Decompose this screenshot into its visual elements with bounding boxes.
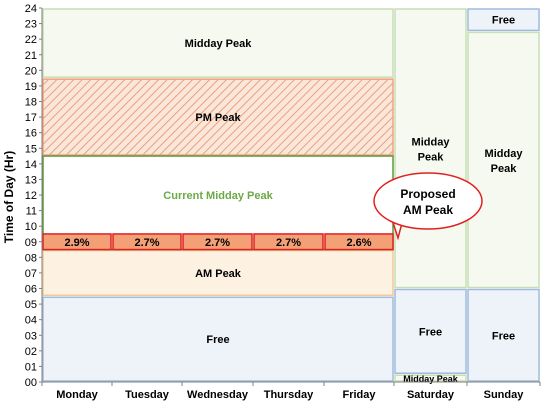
callout-line-1: Proposed xyxy=(400,187,455,201)
block-label-sunday-free-low: Free xyxy=(492,330,515,342)
block-weekday-free xyxy=(42,296,394,382)
y-tick-label: 22 xyxy=(25,34,37,46)
x-tick-label: Thursday xyxy=(264,389,314,401)
x-tick-label: Friday xyxy=(342,389,376,401)
block-label-weekday-am-peak: AM Peak xyxy=(195,268,242,280)
proposed-am-cell xyxy=(42,233,112,251)
block-saturday-midday-small xyxy=(394,374,467,382)
proposed-am-cell xyxy=(253,233,324,251)
block-sunday-free-high xyxy=(467,8,540,32)
y-tick-label: 14 xyxy=(25,159,37,171)
x-tick-label: Wednesday xyxy=(187,389,249,401)
y-tick-label: 03 xyxy=(25,330,37,342)
y-tick-label: 15 xyxy=(25,143,37,155)
block-label-weekday-free: Free xyxy=(206,334,229,346)
y-tick-label: 02 xyxy=(25,346,37,358)
y-tick-label: 13 xyxy=(25,174,37,186)
block-label-saturday-free: Free xyxy=(419,326,442,338)
y-tick-label: 24 xyxy=(25,3,37,15)
block-label-sunday-midday-peak: Midday Peak xyxy=(485,148,524,175)
y-tick-label: 08 xyxy=(25,252,37,264)
y-tick-label: 12 xyxy=(25,190,37,202)
block-weekday-am-peak xyxy=(42,249,394,297)
callout-line-2: AM Peak xyxy=(403,203,453,217)
y-tick-label: 05 xyxy=(25,299,37,311)
y-tick-label: 09 xyxy=(25,237,37,249)
proposed-am-value: 2.6% xyxy=(346,237,371,249)
proposed-am-value: 2.7% xyxy=(205,237,230,249)
proposed-am-cell xyxy=(112,233,182,251)
proposed-am-value: 2.7% xyxy=(134,237,159,249)
y-tick-label: 07 xyxy=(25,268,37,280)
block-saturday-midday-peak xyxy=(394,8,467,289)
x-tick-label: Saturday xyxy=(407,389,455,401)
y-tick-label: 10 xyxy=(25,221,37,233)
y-axis-label: Time of Day (Hr) xyxy=(2,151,16,243)
y-tick-label: 16 xyxy=(25,128,37,140)
y-tick-label: 23 xyxy=(25,19,37,31)
x-tick-label: Tuesday xyxy=(125,389,170,401)
x-tick-label: Sunday xyxy=(484,389,525,401)
y-tick-label: 18 xyxy=(25,97,37,109)
y-tick-label: 06 xyxy=(25,284,37,296)
y-tick-label: 04 xyxy=(25,315,37,327)
y-tick-label: 19 xyxy=(25,81,37,93)
y-tick-label: 21 xyxy=(25,50,37,62)
proposed-am-cell xyxy=(324,233,394,251)
block-label-saturday-midday-peak: Midday Peak xyxy=(412,136,451,163)
proposed-am-cell xyxy=(182,233,253,251)
proposed-am-value: 2.9% xyxy=(64,237,89,249)
block-weekday-midday-peak xyxy=(42,8,394,78)
block-label-sunday-free-high: Free xyxy=(492,15,515,27)
current-midday-peak-label: Current Midday Peak xyxy=(163,190,273,202)
callout-ellipse xyxy=(373,172,483,230)
proposed-am-value: 2.7% xyxy=(276,237,301,249)
y-tick-label: 01 xyxy=(25,361,37,373)
block-saturday-free xyxy=(394,288,467,374)
block-sunday-free-low xyxy=(467,288,540,382)
block-label-weekday-pm-peak: PM Peak xyxy=(195,112,241,124)
x-tick-label: Monday xyxy=(56,389,98,401)
block-weekday-pm-peak xyxy=(42,78,394,156)
y-tick-label: 17 xyxy=(25,112,37,124)
y-tick-label: 20 xyxy=(25,65,37,77)
y-tick-label: 11 xyxy=(26,206,37,218)
block-sunday-midday-peak xyxy=(467,31,540,289)
block-label-saturday-midday-small: Midday Peak xyxy=(403,374,459,384)
block-label-weekday-midday-peak: Midday Peak xyxy=(185,38,253,50)
y-tick-label: 00 xyxy=(25,377,37,389)
